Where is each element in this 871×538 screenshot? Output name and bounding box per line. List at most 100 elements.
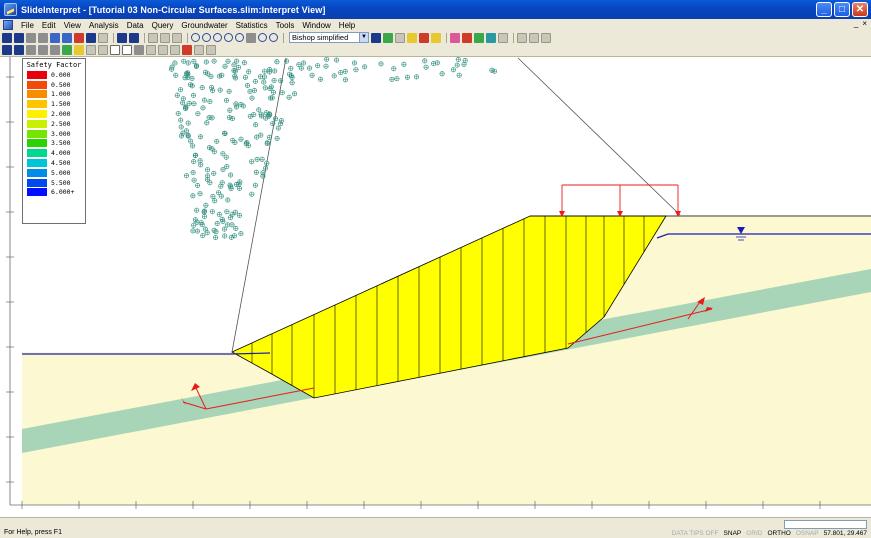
menu-groundwater[interactable]: Groundwater — [181, 20, 228, 30]
ortho-toggle[interactable]: ORTHO — [767, 530, 791, 537]
data-table-icon[interactable] — [86, 32, 96, 43]
info-icon[interactable] — [431, 32, 441, 43]
contour-icon[interactable] — [486, 32, 496, 43]
save-icon[interactable] — [14, 32, 24, 43]
zoom-in-icon[interactable] — [191, 33, 200, 42]
safety-factor-legend[interactable]: Safety Factor 0.000 0.500 1.000 1.500 2.000 2… — [22, 58, 86, 224]
legend-icon[interactable] — [498, 32, 508, 43]
display-options-icon[interactable] — [529, 32, 539, 43]
menu-view[interactable]: View — [63, 20, 81, 30]
grid-point — [227, 215, 233, 221]
print-icon[interactable] — [38, 32, 48, 43]
menu-data[interactable]: Data — [126, 20, 144, 30]
menu-window[interactable]: Window — [302, 20, 331, 30]
menu-query[interactable]: Query — [151, 20, 174, 30]
snap-toggle[interactable]: SNAP — [723, 530, 742, 537]
legend-swatch — [27, 168, 47, 177]
arrow-icon[interactable] — [50, 45, 60, 55]
dimension-icon[interactable] — [98, 45, 108, 55]
zoom-previous-icon[interactable] — [258, 33, 267, 42]
select-icon[interactable] — [2, 45, 12, 55]
properties-icon[interactable] — [194, 45, 204, 55]
ellipse-icon[interactable] — [122, 45, 132, 55]
layers-icon[interactable] — [26, 45, 36, 55]
global-minimum-icon[interactable] — [383, 32, 393, 43]
grid-point — [274, 59, 280, 65]
x-axis-ticks — [21, 501, 821, 509]
refresh-icon[interactable] — [172, 32, 182, 43]
all-surfaces-icon[interactable] — [407, 32, 417, 43]
title-bar[interactable]: SlideInterpret - [Tutorial 03 Non-Circul… — [0, 0, 871, 19]
menu-help[interactable]: Help — [338, 20, 356, 30]
query-slice-icon[interactable] — [450, 32, 460, 43]
filter-surfaces-icon[interactable] — [419, 32, 429, 43]
grid-point — [317, 76, 323, 82]
text-icon[interactable] — [74, 45, 84, 55]
slideinterpret-app-icon[interactable] — [4, 3, 17, 16]
doc-close-button[interactable]: × — [862, 19, 867, 28]
close-button[interactable]: ✕ — [852, 2, 868, 17]
zoom-all-icon[interactable] — [224, 33, 233, 42]
zoom-scale-icon[interactable] — [269, 33, 278, 42]
redo-icon[interactable] — [160, 32, 170, 43]
grid-point — [213, 229, 219, 235]
command-input[interactable] — [784, 520, 867, 529]
arc-icon[interactable] — [170, 45, 180, 55]
legend-entry: 3.000 — [23, 129, 85, 139]
zoom-window-icon[interactable] — [213, 33, 222, 42]
chart-icon[interactable] — [74, 32, 84, 43]
menu-analysis[interactable]: Analysis — [88, 20, 119, 30]
copy-icon[interactable] — [62, 32, 72, 43]
grid-toggle[interactable]: GRID — [746, 530, 763, 537]
angle-icon[interactable] — [158, 45, 168, 55]
menu-statistics[interactable]: Statistics — [235, 20, 268, 30]
polyline-icon[interactable] — [86, 45, 96, 55]
minimize-button[interactable]: _ — [816, 2, 832, 17]
box-select-icon[interactable] — [14, 45, 24, 55]
triangle-icon[interactable] — [146, 45, 156, 55]
help-context-icon[interactable] — [541, 32, 551, 43]
grid-point — [204, 120, 210, 126]
box-icon[interactable] — [110, 45, 120, 55]
rectangle-icon[interactable] — [62, 45, 72, 55]
measure-icon[interactable] — [182, 45, 192, 55]
menu-tools[interactable]: Tools — [275, 20, 295, 30]
grid-point — [200, 233, 206, 239]
legend-swatch — [27, 100, 47, 109]
tile-icon[interactable] — [117, 32, 127, 43]
new-file-icon[interactable] — [2, 32, 12, 43]
graph-query-icon[interactable] — [462, 32, 472, 43]
model-canvas[interactable]: Safety Factor 0.000 0.500 1.000 1.500 2.000 2… — [0, 57, 871, 517]
undo-icon[interactable] — [148, 32, 158, 43]
menu-file[interactable]: File — [21, 20, 34, 30]
text-box-icon[interactable] — [134, 45, 144, 55]
document-icon[interactable] — [3, 20, 13, 30]
grid-point — [218, 193, 224, 199]
cascade-icon[interactable] — [129, 32, 139, 43]
osnap-toggle[interactable]: OSNAP — [795, 530, 819, 537]
menu-edit[interactable]: Edit — [41, 20, 56, 30]
draw-options-icon[interactable] — [517, 32, 527, 43]
drawing-toolbar — [0, 44, 871, 57]
show-values-icon[interactable] — [474, 32, 484, 43]
zoom-extents-icon[interactable] — [235, 33, 244, 42]
line-icon[interactable] — [38, 45, 48, 55]
grid-point — [241, 60, 247, 66]
print-preview-icon[interactable] — [26, 32, 36, 43]
maximize-button[interactable]: □ — [834, 2, 850, 17]
chevron-down-icon[interactable]: ▼ — [359, 33, 368, 42]
report-icon[interactable] — [98, 32, 108, 43]
doc-minimize-button[interactable]: _ — [853, 19, 859, 28]
grid-point — [190, 228, 196, 234]
export-image-icon[interactable] — [50, 32, 60, 43]
analysis-method-select[interactable]: Bishop simplified ▼ — [289, 32, 369, 43]
minimum-surfaces-icon[interactable] — [395, 32, 405, 43]
data-tips-toggle[interactable]: DATA TIPS OFF — [671, 530, 719, 537]
legend-swatch — [27, 139, 47, 148]
zoom-out-icon[interactable] — [202, 33, 211, 42]
document-window-controls: _ × — [854, 19, 867, 28]
delete-icon[interactable] — [206, 45, 216, 55]
dropdown-arrow-icon[interactable] — [371, 32, 381, 43]
grid-point — [203, 69, 209, 75]
pan-icon[interactable] — [246, 32, 256, 43]
